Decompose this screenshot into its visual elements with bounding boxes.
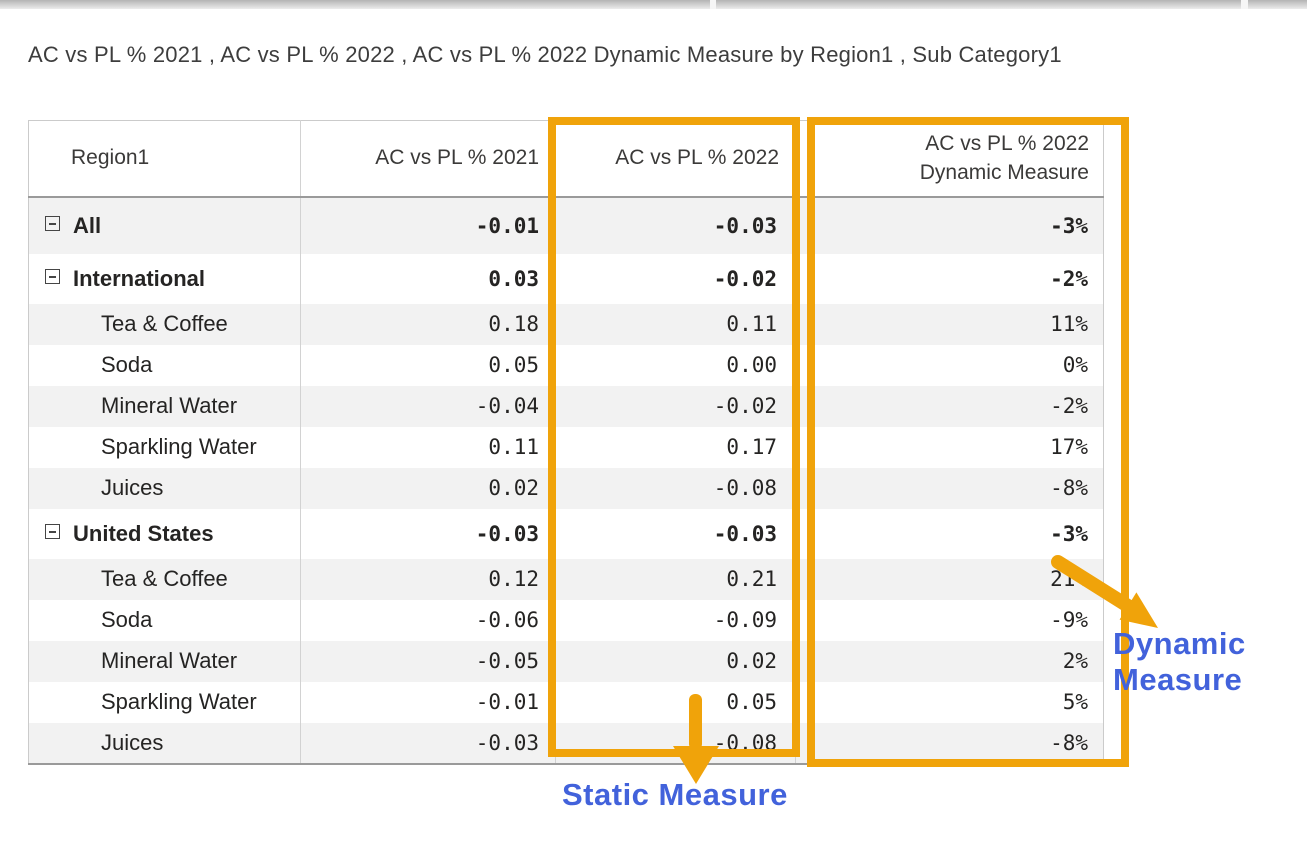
cell-ac-vs-pl-2021[interactable]: 0.11: [300, 426, 556, 468]
tab-separator: [1241, 0, 1248, 9]
matrix-row: Sparkling Water -0.01 0.05 5%: [28, 681, 1104, 723]
cell-ac-vs-pl-2022[interactable]: -0.03: [555, 196, 796, 254]
row-label: All: [73, 212, 102, 238]
row-label: Juices: [101, 475, 164, 500]
browser-edge-bar: [0, 0, 1307, 9]
cell-ac-vs-pl-2022[interactable]: -0.02: [555, 253, 796, 304]
row-label: Soda: [101, 607, 153, 632]
dynamic-measure-label: Dynamic Measure: [1113, 626, 1246, 697]
cell-ac-vs-pl-2021[interactable]: 0.05: [300, 344, 556, 386]
row-label: Tea & Coffee: [101, 566, 228, 591]
cell-dynamic-measure[interactable]: -2%: [1050, 394, 1088, 418]
cell-ac-vs-pl-2022[interactable]: -0.08: [555, 467, 796, 509]
cell-ac-vs-pl-2021[interactable]: -0.05: [300, 640, 556, 682]
cell-ac-vs-pl-2022[interactable]: 0.05: [555, 681, 796, 723]
cell-dynamic-measure[interactable]: 2%: [1062, 649, 1088, 673]
collapse-icon[interactable]: [45, 269, 60, 284]
cell-ac-vs-pl-2022[interactable]: -0.03: [555, 508, 796, 559]
column-header-dynamic-measure-text: AC vs PL % 2022 Dynamic Measure: [919, 132, 1089, 185]
row-label: Tea & Coffee: [101, 311, 228, 336]
column-header-dynamic-measure[interactable]: AC vs PL % 2022 Dynamic Measure: [795, 120, 1104, 198]
cell-ac-vs-pl-2022[interactable]: 0.17: [555, 426, 796, 468]
row-header-cell[interactable]: Mineral Water: [28, 385, 301, 427]
matrix-row: Juices -0.03 -0.08 -8%: [28, 722, 1104, 764]
column-header-ac-vs-pl-2022[interactable]: AC vs PL % 2022: [555, 120, 796, 198]
cell-ac-vs-pl-2021[interactable]: 0.03: [300, 253, 556, 304]
row-header-cell[interactable]: United States: [28, 508, 301, 559]
column-header-region1[interactable]: Region1: [28, 120, 301, 198]
row-header-cell[interactable]: International: [28, 253, 301, 304]
cell-ac-vs-pl-2021[interactable]: -0.06: [300, 599, 556, 641]
matrix-visual: Region1 AC vs PL % 2021 AC vs PL % 2022 …: [28, 120, 1104, 765]
matrix-row: Soda 0.05 0.00 0%: [28, 344, 1104, 386]
matrix-row: Sparkling Water 0.11 0.17 17%: [28, 426, 1104, 468]
row-label: Mineral Water: [101, 393, 238, 418]
cell-ac-vs-pl-2021[interactable]: -0.04: [300, 385, 556, 427]
row-header-cell[interactable]: Mineral Water: [28, 640, 301, 682]
row-header-cell[interactable]: Sparkling Water: [28, 426, 301, 468]
matrix-header-row: Region1 AC vs PL % 2021 AC vs PL % 2022 …: [28, 120, 1104, 198]
cell-ac-vs-pl-2021[interactable]: -0.01: [300, 681, 556, 723]
matrix-table: Region1 AC vs PL % 2021 AC vs PL % 2022 …: [28, 120, 1104, 765]
column-header-ac-vs-pl-2021[interactable]: AC vs PL % 2021: [300, 120, 556, 198]
cell-ac-vs-pl-2022[interactable]: 0.11: [555, 303, 796, 345]
cell-dynamic-measure[interactable]: 11%: [1050, 312, 1088, 336]
cell-dynamic-measure[interactable]: 17%: [1050, 435, 1088, 459]
matrix-row: Tea & Coffee 0.12 0.21 21%: [28, 558, 1104, 600]
cell-ac-vs-pl-2021[interactable]: -0.03: [300, 722, 556, 764]
row-label: Sparkling Water: [101, 689, 257, 714]
cell-dynamic-measure[interactable]: -8%: [1050, 730, 1088, 755]
cell-ac-vs-pl-2022[interactable]: -0.09: [555, 599, 796, 641]
matrix-row: United States -0.03 -0.03 -3%: [28, 508, 1104, 559]
cell-ac-vs-pl-2021[interactable]: -0.01: [300, 196, 556, 254]
cell-dynamic-measure[interactable]: -8%: [1050, 476, 1088, 500]
cell-ac-vs-pl-2021[interactable]: 0.02: [300, 467, 556, 509]
matrix-row: Mineral Water -0.05 0.02 2%: [28, 640, 1104, 682]
row-label: International: [73, 265, 206, 291]
visual-title: AC vs PL % 2021 , AC vs PL % 2022 , AC v…: [28, 42, 1062, 67]
cell-ac-vs-pl-2022[interactable]: -0.02: [555, 385, 796, 427]
row-header-cell[interactable]: Juices: [28, 722, 301, 764]
row-header-cell[interactable]: All: [28, 196, 301, 254]
row-label: Juices: [101, 729, 164, 755]
matrix-row: Juices 0.02 -0.08 -8%: [28, 467, 1104, 509]
row-label: United States: [73, 520, 214, 546]
row-label: Soda: [101, 352, 153, 377]
cell-dynamic-measure[interactable]: 5%: [1062, 690, 1088, 714]
matrix-row: All -0.01 -0.03 -3%: [28, 196, 1104, 254]
cell-ac-vs-pl-2021[interactable]: 0.18: [300, 303, 556, 345]
cell-dynamic-measure[interactable]: 0%: [1062, 353, 1088, 377]
row-header-cell[interactable]: Juices: [28, 467, 301, 509]
cell-ac-vs-pl-2022[interactable]: 0.21: [555, 558, 796, 600]
cell-dynamic-measure[interactable]: -3%: [1050, 213, 1088, 238]
row-header-cell[interactable]: Tea & Coffee: [28, 303, 301, 345]
cell-ac-vs-pl-2022[interactable]: 0.02: [555, 640, 796, 682]
cell-dynamic-measure[interactable]: -2%: [1050, 266, 1088, 291]
cell-ac-vs-pl-2021[interactable]: 0.12: [300, 558, 556, 600]
row-header-cell[interactable]: Sparkling Water: [28, 681, 301, 723]
cell-ac-vs-pl-2022[interactable]: 0.00: [555, 344, 796, 386]
collapse-icon[interactable]: [45, 524, 60, 539]
static-measure-label: Static Measure: [562, 777, 788, 812]
tab-separator: [710, 0, 716, 9]
matrix-row: International 0.03 -0.02 -2%: [28, 253, 1104, 304]
matrix-row: Soda -0.06 -0.09 -9%: [28, 599, 1104, 641]
row-header-cell[interactable]: Soda: [28, 344, 301, 386]
matrix-row: Tea & Coffee 0.18 0.11 11%: [28, 303, 1104, 345]
matrix-row: Mineral Water -0.04 -0.02 -2%: [28, 385, 1104, 427]
row-header-cell[interactable]: Soda: [28, 599, 301, 641]
cell-dynamic-measure[interactable]: 21%: [1050, 567, 1088, 591]
row-header-cell[interactable]: Tea & Coffee: [28, 558, 301, 600]
row-label: Sparkling Water: [101, 434, 257, 459]
cell-dynamic-measure[interactable]: -9%: [1050, 608, 1088, 632]
cell-ac-vs-pl-2022[interactable]: -0.08: [555, 722, 796, 764]
cell-ac-vs-pl-2021[interactable]: -0.03: [300, 508, 556, 559]
cell-dynamic-measure[interactable]: -3%: [1050, 521, 1088, 546]
collapse-icon[interactable]: [45, 216, 60, 231]
row-label: Mineral Water: [101, 648, 238, 673]
